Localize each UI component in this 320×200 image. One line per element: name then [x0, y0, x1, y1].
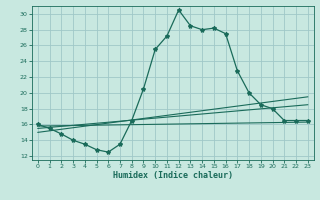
X-axis label: Humidex (Indice chaleur): Humidex (Indice chaleur) [113, 171, 233, 180]
